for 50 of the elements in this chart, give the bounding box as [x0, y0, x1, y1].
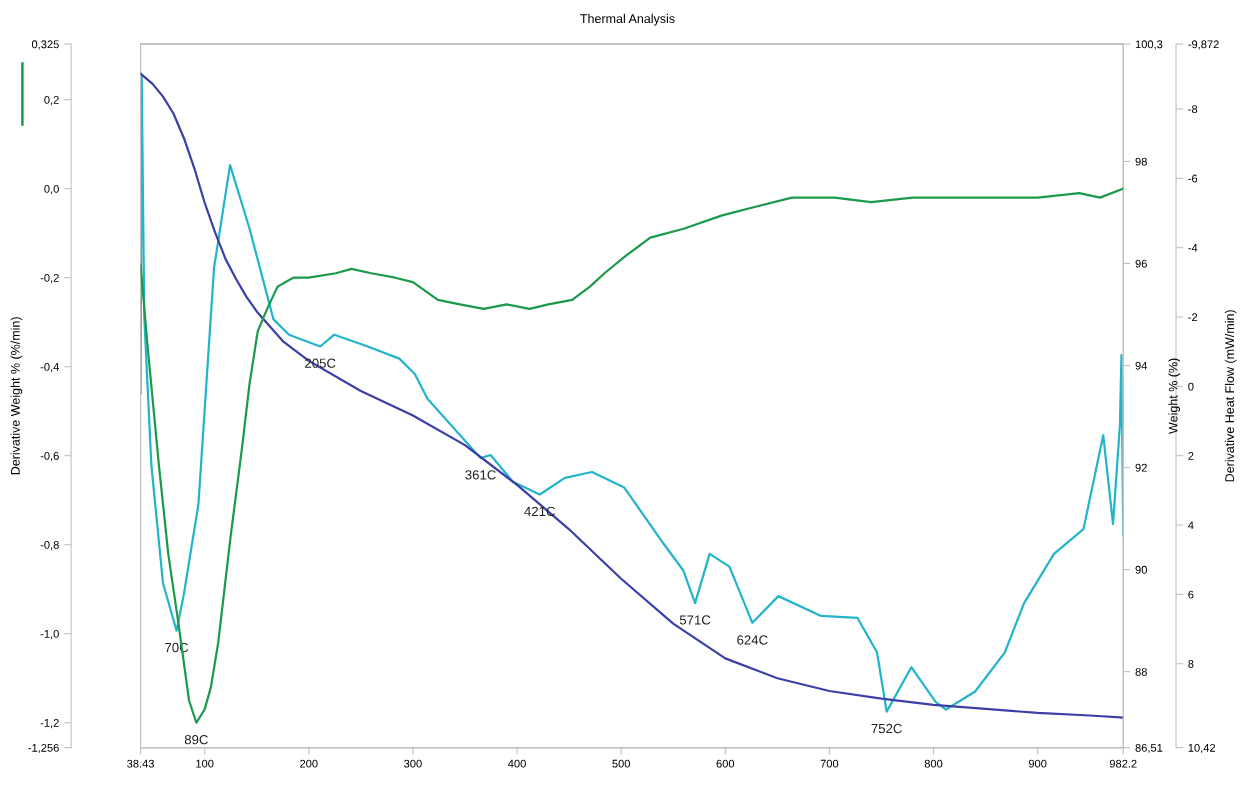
y2-tick-label: 90: [1135, 565, 1147, 574]
y3-tick-label: 10,42: [1188, 743, 1216, 754]
y-tick-label: 0,325: [31, 40, 59, 50]
y3-tick-label: -8: [1188, 105, 1198, 114]
x-tick-label: 300: [404, 759, 422, 768]
y2-tick-label: 94: [1135, 361, 1148, 370]
y-tick-label: 0,2: [44, 95, 59, 106]
y-tick-label: -1,256: [28, 743, 59, 754]
x-tick-label: 400: [508, 759, 526, 768]
x-tick-label: 500: [612, 759, 630, 768]
y-axis-title: Derivative Weight % (%/min): [10, 317, 23, 475]
y2-axis-title: Weight % (%): [1168, 358, 1181, 434]
y2-tick-label: 100,3: [1135, 40, 1163, 50]
y2-tick-label: 96: [1135, 259, 1147, 268]
y3-tick-label: -2: [1188, 313, 1198, 322]
y2-tick-label: 88: [1135, 667, 1147, 676]
y-tick-label: -1,0: [40, 629, 59, 640]
x-tick-label: 200: [300, 759, 318, 768]
y2-tick-label: 98: [1135, 157, 1147, 166]
y-tick-label: -0,6: [40, 451, 59, 462]
x-tick-label: 982.2: [1109, 759, 1137, 768]
annotation: 89C: [184, 734, 208, 745]
y3-axis-title: Derivative Heat Flow (mW/min): [1224, 310, 1237, 482]
annotation: 361C: [465, 470, 496, 480]
y3-tick-label: -9,872: [1188, 40, 1219, 50]
y3-tick-label: 2: [1188, 451, 1194, 460]
y2-tick-label: 92: [1135, 463, 1147, 472]
annotation: 571C: [679, 615, 711, 625]
y-tick-label: -1,2: [40, 719, 59, 729]
y-tick-label: 0,0: [44, 184, 59, 195]
x-tick-label: 800: [924, 759, 943, 768]
chart-title: Thermal Analysis: [580, 13, 675, 26]
y3-tick-label: 0: [1188, 382, 1194, 391]
annotation: 624C: [737, 635, 768, 645]
y-tick-label: -0,4: [40, 362, 59, 373]
y3-tick-label: 4: [1188, 521, 1194, 530]
line-series: [140, 187, 1124, 724]
y2-tick-label: 86,51: [1135, 743, 1163, 754]
y3-tick-label: 6: [1188, 590, 1194, 599]
y3-tick-label: -4: [1188, 244, 1198, 252]
y-tick-label: -0,8: [40, 540, 59, 551]
annotation: 752C: [871, 723, 902, 734]
y3-tick-label: -6: [1188, 174, 1198, 183]
y3-tick-label: 8: [1188, 660, 1194, 668]
x-tick-label: 600: [716, 759, 735, 768]
x-tick-label: 38.43: [127, 759, 154, 768]
x-tick-label: 100: [196, 759, 214, 768]
x-tick-label: 700: [820, 759, 839, 768]
y-tick-label: -0,2: [40, 273, 59, 284]
x-tick-label: 900: [1028, 759, 1047, 768]
